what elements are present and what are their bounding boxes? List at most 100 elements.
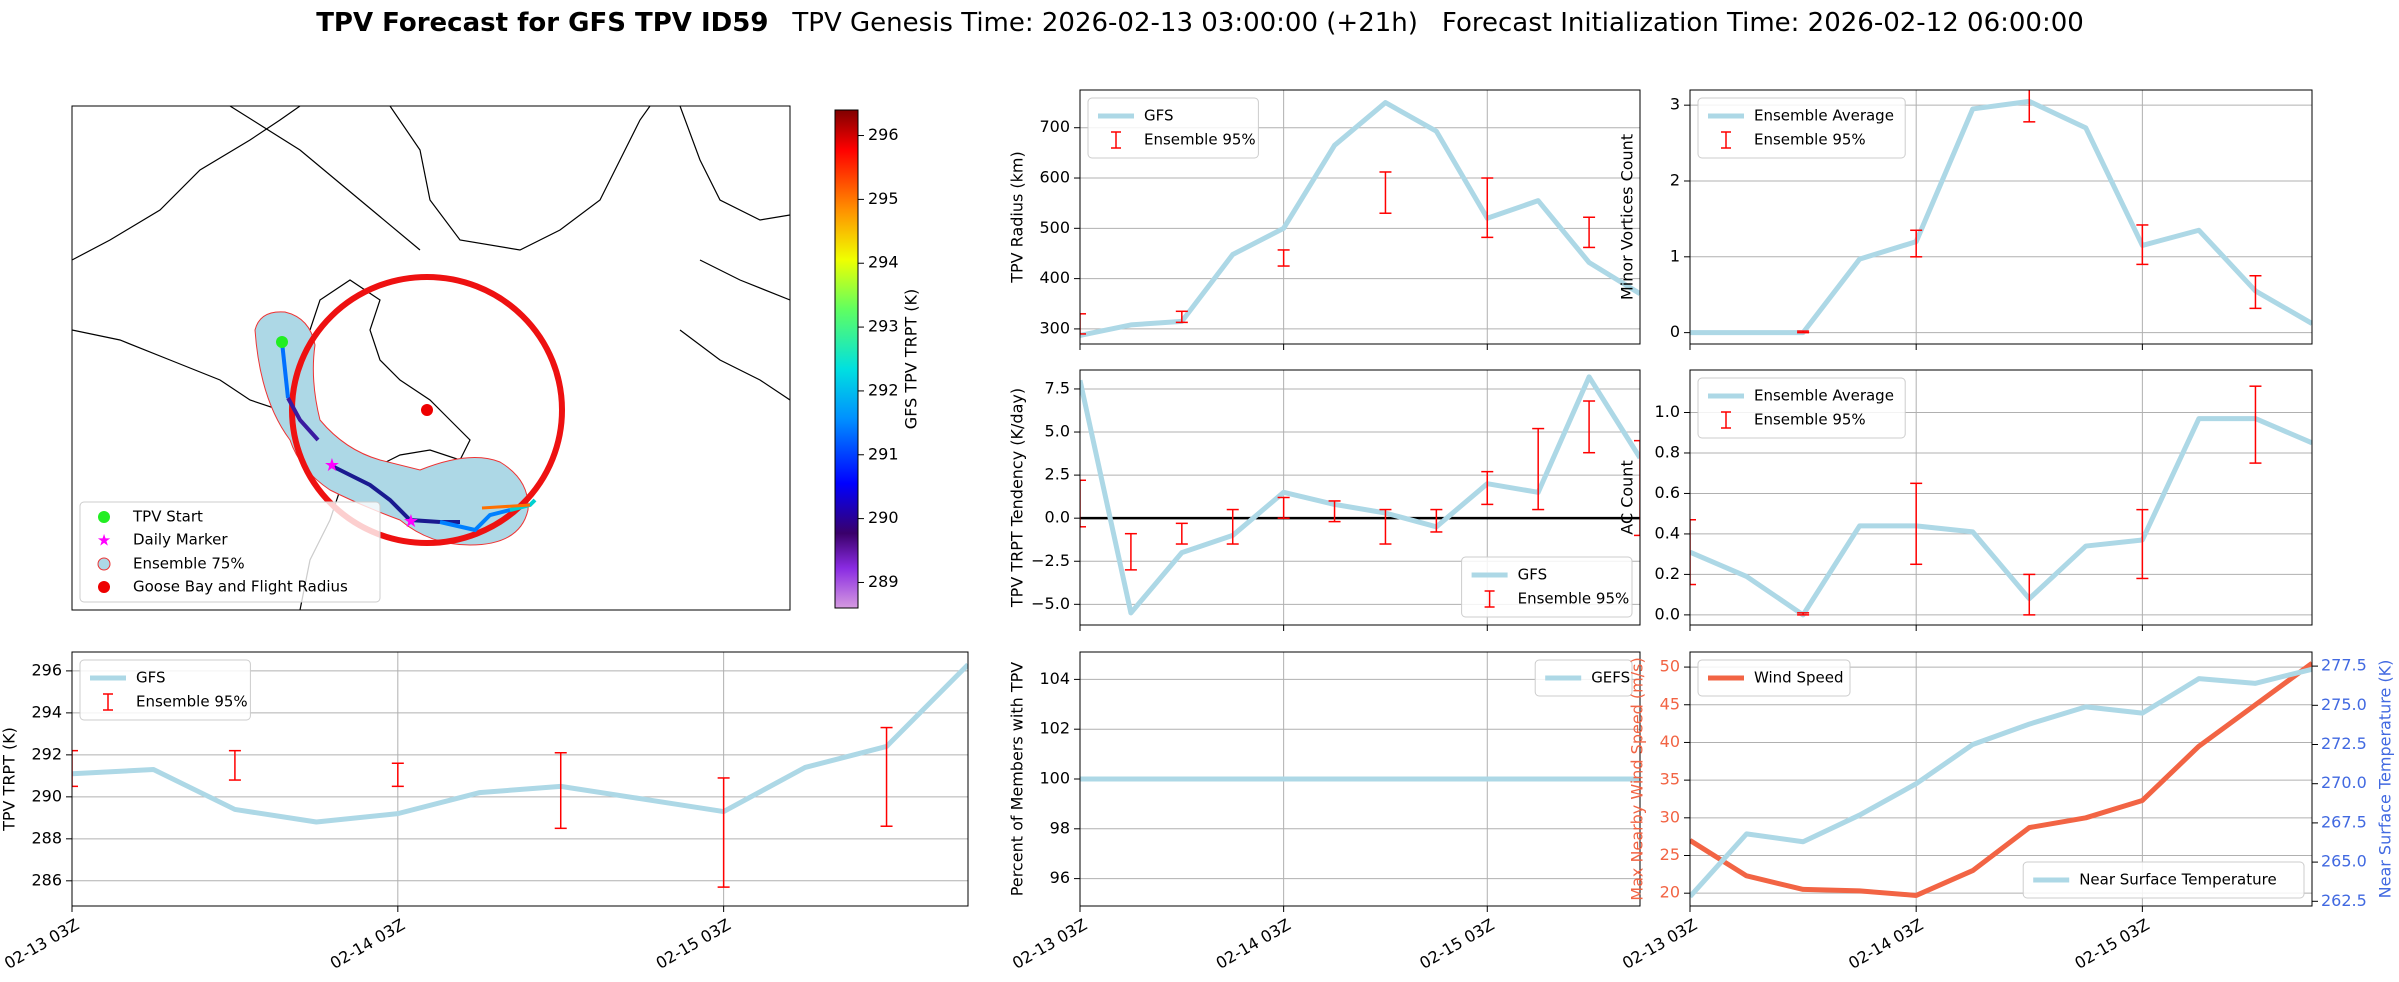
y-tick-label: 20 xyxy=(1660,883,1680,902)
map-content: ★ ★ xyxy=(72,106,790,610)
x-tick-label: 02-13 03Z xyxy=(1,915,82,973)
legend-label: Goose Bay and Flight Radius xyxy=(133,578,348,596)
track xyxy=(286,397,320,442)
y-tick-label: 700 xyxy=(1039,117,1070,136)
error-bar xyxy=(554,752,567,830)
y-tick-label: 0.0 xyxy=(1045,508,1070,527)
error-bar xyxy=(2136,508,2149,580)
colorbar-tick-label: 289 xyxy=(868,572,899,591)
x-tick-label: 02-14 03Z xyxy=(1845,915,1926,973)
legend-box xyxy=(79,501,381,603)
legend-box xyxy=(79,659,251,721)
x-tick-label: 02-15 03Z xyxy=(653,915,734,973)
y-axis-label: Percent of Members with TPV xyxy=(1008,662,1027,896)
legend-label: Ensemble 95% xyxy=(1144,131,1256,149)
error-bar xyxy=(2023,573,2036,616)
track xyxy=(280,341,290,399)
legend-label: GFS xyxy=(1518,566,1548,584)
title-init: Forecast Initialization Time: 2026-02-12… xyxy=(1442,8,2084,38)
track xyxy=(439,508,511,533)
coastline xyxy=(229,106,421,251)
y-tick-label: 0.8 xyxy=(1655,442,1680,461)
legend-box xyxy=(1534,659,1633,697)
figure-title: TPV Forecast for GFS TPV ID59 TPV Genesis… xyxy=(316,8,2084,38)
legend-label: Ensemble 75% xyxy=(133,555,245,573)
legend-label: Ensemble 95% xyxy=(1754,131,1866,149)
colorbar-tick-label: 296 xyxy=(868,125,899,144)
y2-tick-label: 272.5 xyxy=(2321,734,2367,753)
coastline xyxy=(679,106,790,401)
y-tick-label: 45 xyxy=(1660,694,1680,713)
y-tick-label: 100 xyxy=(1039,769,1070,788)
legend-box xyxy=(1461,556,1633,618)
x-tick-label: 02-15 03Z xyxy=(2071,915,2152,973)
y2-axis-label: Near Surface Temperature (K) xyxy=(2376,660,2395,899)
legend-marker: ★ xyxy=(97,531,111,550)
legend-label: Near Surface Temperature xyxy=(2079,871,2277,889)
y-tick-label: 7.5 xyxy=(1045,378,1070,397)
error-bar xyxy=(1080,479,1086,528)
legend-label: Ensemble Average xyxy=(1754,387,1894,405)
error-bar xyxy=(1532,427,1545,511)
y-tick-label: 2.5 xyxy=(1045,465,1070,484)
y2-tick-label: 265.0 xyxy=(2321,852,2367,871)
plot-area xyxy=(1080,374,1640,616)
legend-label: Ensemble 95% xyxy=(136,693,248,711)
legend-marker xyxy=(97,557,111,571)
y-axis-label: TPV TRPT (K) xyxy=(0,727,19,832)
coastline xyxy=(72,106,301,261)
error-bar xyxy=(1080,313,1086,335)
colorbar-tick-label: 290 xyxy=(868,508,899,527)
error-bar xyxy=(1379,508,1392,545)
y-tick-label: 3 xyxy=(1670,95,1680,114)
y-tick-label: 296 xyxy=(31,660,62,679)
error-bar xyxy=(880,726,893,827)
error-bar xyxy=(1277,496,1290,519)
error-bar xyxy=(2136,224,2149,266)
x-tick-label: 02-13 03Z xyxy=(1619,915,1700,973)
error-bar xyxy=(1277,249,1290,267)
colorbar-tick-label: 291 xyxy=(868,444,899,463)
line xyxy=(1080,100,1640,338)
line xyxy=(1690,666,2312,899)
error-bar xyxy=(1690,519,1696,586)
y2-tick-label: 277.5 xyxy=(2321,656,2367,675)
line xyxy=(1690,661,2312,898)
axes-frame xyxy=(1079,89,1641,345)
legend-label: TPV Start xyxy=(132,508,203,526)
colorbar-label: GFS TPV TRPT (K) xyxy=(902,289,921,429)
error-bar xyxy=(1797,612,1810,616)
y-tick-label: 40 xyxy=(1660,732,1680,751)
plot-area xyxy=(1080,100,1640,338)
y-tick-label: 102 xyxy=(1039,719,1070,738)
y-tick-label: 35 xyxy=(1660,770,1680,789)
legend-box xyxy=(1697,377,1906,439)
goose-bay xyxy=(421,404,433,416)
y-axis-label: Minor Vortices Count xyxy=(1618,134,1637,300)
x-tick-label: 02-14 03Z xyxy=(1213,915,1294,973)
colorbar-tick-label: 292 xyxy=(868,380,899,399)
ensemble-75 xyxy=(254,311,529,546)
error-bar xyxy=(1797,330,1810,334)
y-tick-label: 25 xyxy=(1660,845,1680,864)
y-tick-label: 1 xyxy=(1670,246,1680,265)
error-bar xyxy=(1124,532,1137,571)
y-tick-label: 5.0 xyxy=(1045,422,1070,441)
error-bar xyxy=(1328,500,1341,523)
legend-marker xyxy=(98,511,110,523)
y-axis-label: Max Nearby Wind Speed (m/s) xyxy=(1628,657,1647,900)
y-axis-label: AC Count xyxy=(1618,460,1637,534)
legend-marker xyxy=(98,581,110,593)
colorbar-tick-label: 293 xyxy=(868,317,899,336)
y-tick-label: 288 xyxy=(31,828,62,847)
y-tick-label: 286 xyxy=(31,870,62,889)
legend-label: GFS xyxy=(1144,107,1174,125)
axes-frame xyxy=(71,651,969,907)
legend-label: Daily Marker xyxy=(133,531,228,549)
legend-label: GEFS xyxy=(1591,669,1630,687)
y-tick-label: 2 xyxy=(1670,170,1680,189)
y-tick-label: 292 xyxy=(31,744,62,763)
legend-label: GFS xyxy=(136,669,166,687)
track xyxy=(481,503,531,510)
